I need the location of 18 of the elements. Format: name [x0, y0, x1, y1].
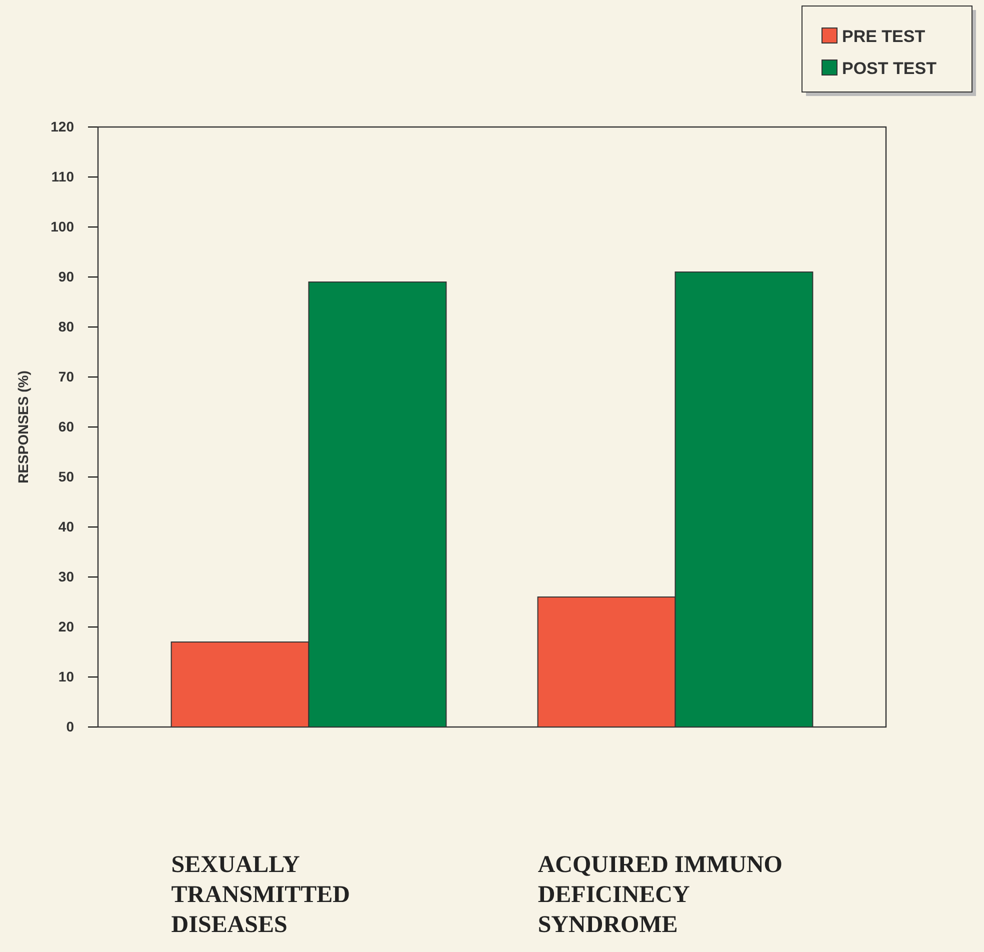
y-tick-label: 90 [58, 268, 74, 284]
x-tick-label: ACQUIRED IMMUNO DEFICINECY SYNDROME [538, 852, 782, 938]
y-tick-label: 50 [58, 468, 74, 484]
y-tick-label: 40 [58, 518, 74, 534]
y-tick-label: 60 [58, 418, 74, 434]
x-tick-label: SEXUALLY TRANSMITTED DISEASES [171, 852, 350, 938]
y-tick-label: 120 [50, 118, 74, 134]
legend-label: POST TEST [842, 59, 938, 78]
y-tick-label: 110 [51, 168, 74, 184]
y-tick-label: 0 [66, 718, 74, 734]
y-tick-label: 10 [58, 668, 74, 684]
y-tick-label: 80 [58, 318, 74, 334]
y-axis-title: RESPONSES (%) [15, 370, 31, 484]
y-tick-label: 100 [50, 218, 74, 234]
y-tick-label: 20 [58, 618, 74, 634]
y-tick-label: 70 [58, 368, 74, 384]
y-tick-label: 30 [58, 568, 74, 584]
legend-label: PRE TEST [842, 27, 926, 46]
